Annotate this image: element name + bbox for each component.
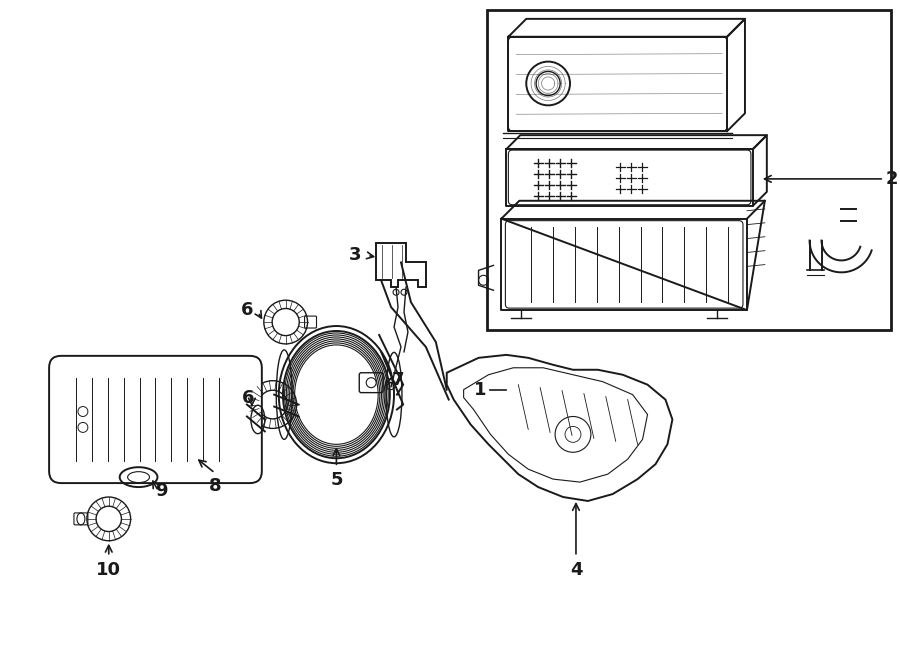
Text: 9: 9 bbox=[156, 482, 168, 500]
Text: 3: 3 bbox=[348, 247, 361, 264]
Text: 4: 4 bbox=[570, 561, 582, 578]
Text: 5: 5 bbox=[330, 471, 343, 489]
Text: 10: 10 bbox=[96, 561, 122, 578]
Text: 1: 1 bbox=[474, 381, 487, 399]
Text: 6: 6 bbox=[240, 301, 253, 319]
FancyBboxPatch shape bbox=[50, 356, 262, 483]
Bar bbox=[487, 10, 891, 330]
Text: 7: 7 bbox=[392, 371, 405, 389]
Text: 2: 2 bbox=[886, 170, 898, 188]
Text: 6: 6 bbox=[242, 389, 254, 407]
Text: 8: 8 bbox=[209, 477, 221, 495]
